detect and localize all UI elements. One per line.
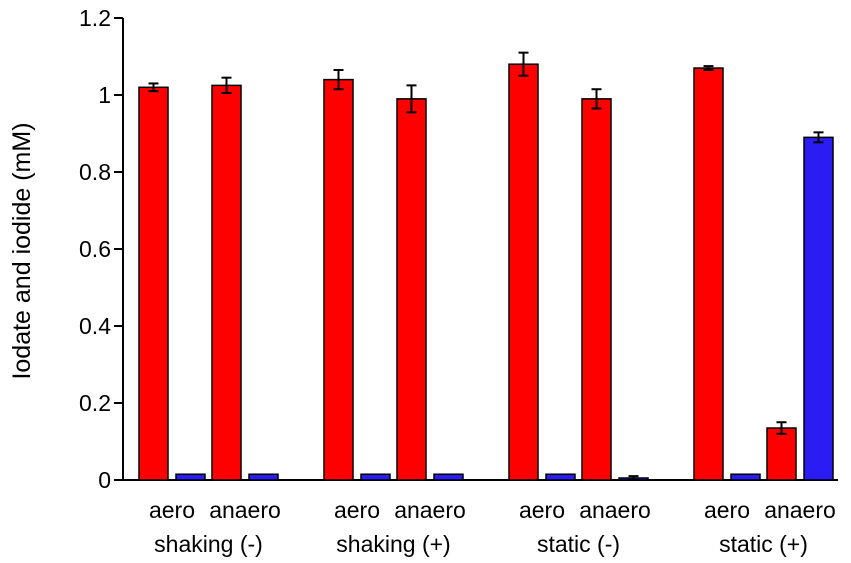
iodate-bar <box>396 98 427 481</box>
iodide-bar <box>730 473 761 481</box>
bars <box>138 51 834 481</box>
subcategory-label: anaero <box>394 497 466 523</box>
group-label: shaking (-) <box>154 531 263 557</box>
group-label: static (-) <box>537 531 620 557</box>
subcategory-label: aero <box>149 497 195 523</box>
iodide-bar <box>433 473 464 481</box>
iodate-bar <box>766 427 797 481</box>
group-label: shaking (+) <box>336 531 450 557</box>
iodate-bar <box>211 84 242 481</box>
y-tick-label: 1 <box>98 82 111 108</box>
subcategory-label: aero <box>519 497 565 523</box>
subcategory-label: aero <box>704 497 750 523</box>
iodate-bar <box>508 63 539 481</box>
iodide-bar <box>175 473 206 481</box>
subcategory-label: anaero <box>579 497 651 523</box>
iodate-bar <box>323 78 354 481</box>
iodate-bar <box>138 86 169 481</box>
subcategory-label: anaero <box>209 497 281 523</box>
y-axis: 0 0.2 0.4 0.6 0.8 1 1.2 <box>79 5 124 493</box>
y-tick-label: 1.2 <box>79 5 111 31</box>
iodide-bar <box>360 473 391 481</box>
y-tick-label: 0.8 <box>79 159 111 185</box>
y-axis-title: Iodate and iodide (mM) <box>8 122 36 379</box>
subcategory-label: aero <box>334 497 380 523</box>
iodide-bar <box>545 473 576 481</box>
iodide-bar <box>248 473 279 481</box>
y-tick-label: 0 <box>98 467 111 493</box>
y-tick-label: 0.2 <box>79 390 111 416</box>
y-tick-label: 0.4 <box>79 313 111 339</box>
subcategory-label: anaero <box>764 497 836 523</box>
iodate-bar <box>581 98 612 481</box>
iodide-bar <box>803 136 834 481</box>
iodate-bar <box>693 67 724 481</box>
y-tick-label: 0.6 <box>79 236 111 262</box>
category-labels: aero anaero shaking (-) aero anaero shaking (… <box>149 497 836 557</box>
group-label: static (+) <box>719 531 808 557</box>
